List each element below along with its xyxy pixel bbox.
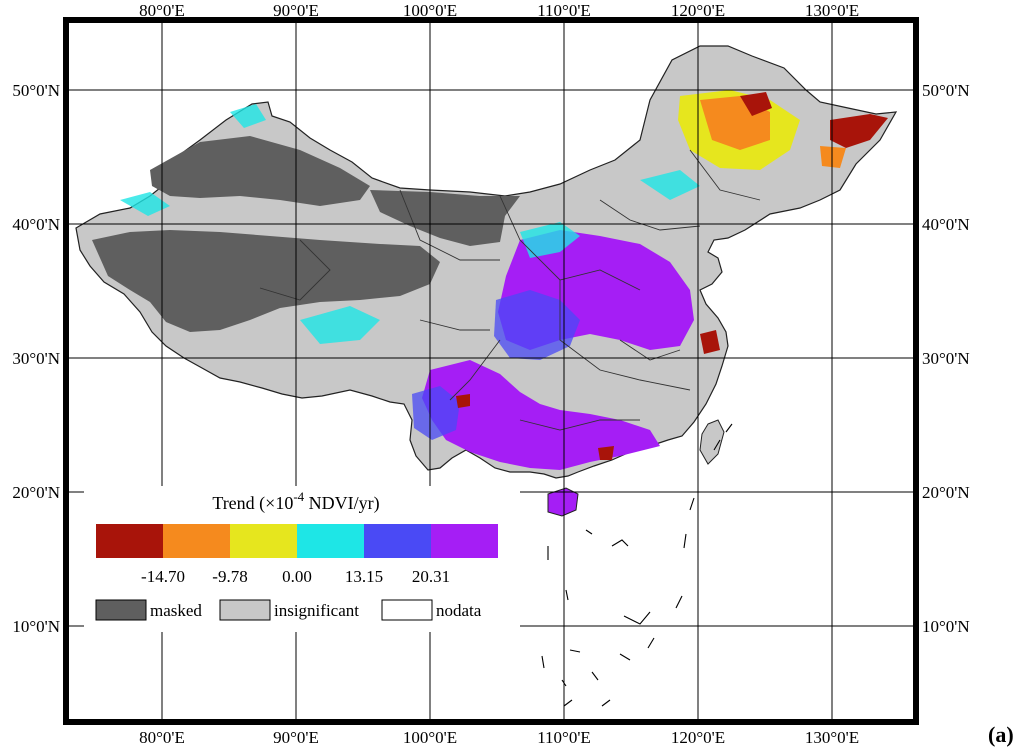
light-greening-regions [120, 104, 700, 344]
legend-colorbar [96, 524, 498, 558]
colorbar-bin [431, 524, 498, 558]
browning-regions [456, 90, 888, 460]
top-lon-label: 80°0'E [139, 1, 185, 20]
bottom-lon-label: 80°0'E [139, 728, 185, 747]
top-lon-label: 120°0'E [671, 1, 725, 20]
legend-break-values: -14.70 -9.78 0.00 13.15 20.31 [141, 567, 450, 586]
legend-swatch-nodata [381, 599, 433, 621]
colorbar-bin [96, 524, 163, 558]
colorbar-bin [364, 524, 431, 558]
legend-swatch-masked [95, 599, 147, 621]
right-latitude-labels: 50°0'N 40°0'N 30°0'N 20°0'N 10°0'N [922, 81, 970, 636]
bottom-lon-label: 100°0'E [403, 728, 457, 747]
top-lon-label: 100°0'E [403, 1, 457, 20]
right-lat-label: 10°0'N [922, 617, 970, 636]
legend-label-insignificant: insignificant [274, 601, 359, 620]
bottom-lon-label: 110°0'E [537, 728, 591, 747]
moderate-greening-regions [412, 290, 580, 440]
bottom-longitude-labels: 80°0'E 90°0'E 100°0'E 110°0'E 120°0'E 13… [139, 728, 859, 747]
legend-title: Trend (×10-4 NDVI/yr) [212, 489, 379, 514]
province-boundaries [259, 149, 761, 431]
masked-regions [92, 136, 520, 332]
hainan-island [547, 487, 579, 517]
legend-label-masked: masked [150, 601, 202, 620]
colorbar-break-label: -9.78 [212, 567, 247, 586]
legend-background [84, 486, 520, 632]
legend-label-nodata: nodata [436, 601, 482, 620]
right-lat-label: 20°0'N [922, 483, 970, 502]
colorbar-break-label: 20.31 [412, 567, 450, 586]
top-lon-label: 130°0'E [805, 1, 859, 20]
colorbar-bin [230, 524, 297, 558]
top-lon-label: 110°0'E [537, 1, 591, 20]
colorbar-break-label: -14.70 [141, 567, 185, 586]
colorbar-bin [163, 524, 230, 558]
left-lat-label: 20°0'N [12, 483, 60, 502]
panel-label: (a) [988, 722, 1014, 747]
taiwan-island [699, 419, 725, 465]
left-lat-label: 10°0'N [12, 617, 60, 636]
legend-swatch-insignificant [219, 599, 271, 621]
colorbar-break-label: 13.15 [345, 567, 383, 586]
bottom-lon-label: 120°0'E [671, 728, 725, 747]
right-lat-label: 50°0'N [922, 81, 970, 100]
top-longitude-labels: 80°0'E 90°0'E 100°0'E 110°0'E 120°0'E 13… [139, 1, 859, 20]
bottom-lon-label: 130°0'E [805, 728, 859, 747]
right-lat-label: 30°0'N [922, 349, 970, 368]
colorbar-break-label: 0.00 [282, 567, 312, 586]
right-lat-label: 40°0'N [922, 215, 970, 234]
left-lat-label: 50°0'N [12, 81, 60, 100]
left-lat-label: 40°0'N [12, 215, 60, 234]
left-latitude-labels: 50°0'N 40°0'N 30°0'N 20°0'N 10°0'N [12, 81, 60, 636]
top-lon-label: 90°0'E [273, 1, 319, 20]
colorbar-bin [297, 524, 364, 558]
left-lat-label: 30°0'N [12, 349, 60, 368]
bottom-lon-label: 90°0'E [273, 728, 319, 747]
